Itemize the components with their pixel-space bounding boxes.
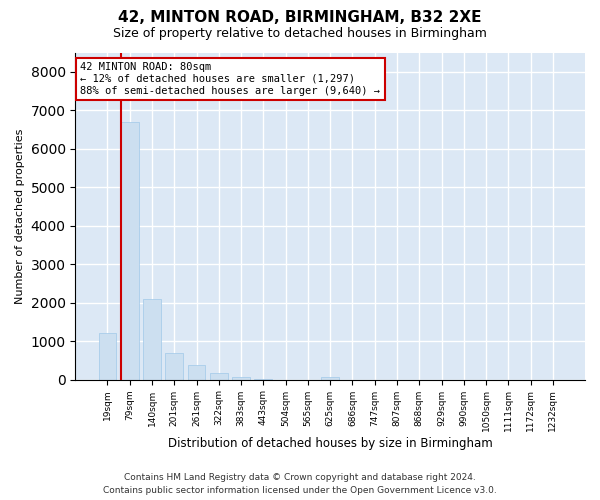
Bar	[166, 352, 183, 380]
X-axis label: Distribution of detached houses by size in Birmingham: Distribution of detached houses by size …	[168, 437, 493, 450]
Bar	[121, 122, 139, 380]
Text: 42 MINTON ROAD: 80sqm
← 12% of detached houses are smaller (1,297)
88% of semi-d: 42 MINTON ROAD: 80sqm ← 12% of detached …	[80, 62, 380, 96]
Text: Size of property relative to detached houses in Birmingham: Size of property relative to detached ho…	[113, 28, 487, 40]
Text: 42, MINTON ROAD, BIRMINGHAM, B32 2XE: 42, MINTON ROAD, BIRMINGHAM, B32 2XE	[118, 10, 482, 25]
Text: Contains HM Land Registry data © Crown copyright and database right 2024.
Contai: Contains HM Land Registry data © Crown c…	[103, 474, 497, 495]
Bar	[232, 378, 250, 380]
Bar	[98, 334, 116, 380]
Bar	[321, 378, 339, 380]
Bar	[188, 365, 205, 380]
Bar	[210, 374, 228, 380]
Bar	[143, 299, 161, 380]
Y-axis label: Number of detached properties: Number of detached properties	[15, 128, 25, 304]
